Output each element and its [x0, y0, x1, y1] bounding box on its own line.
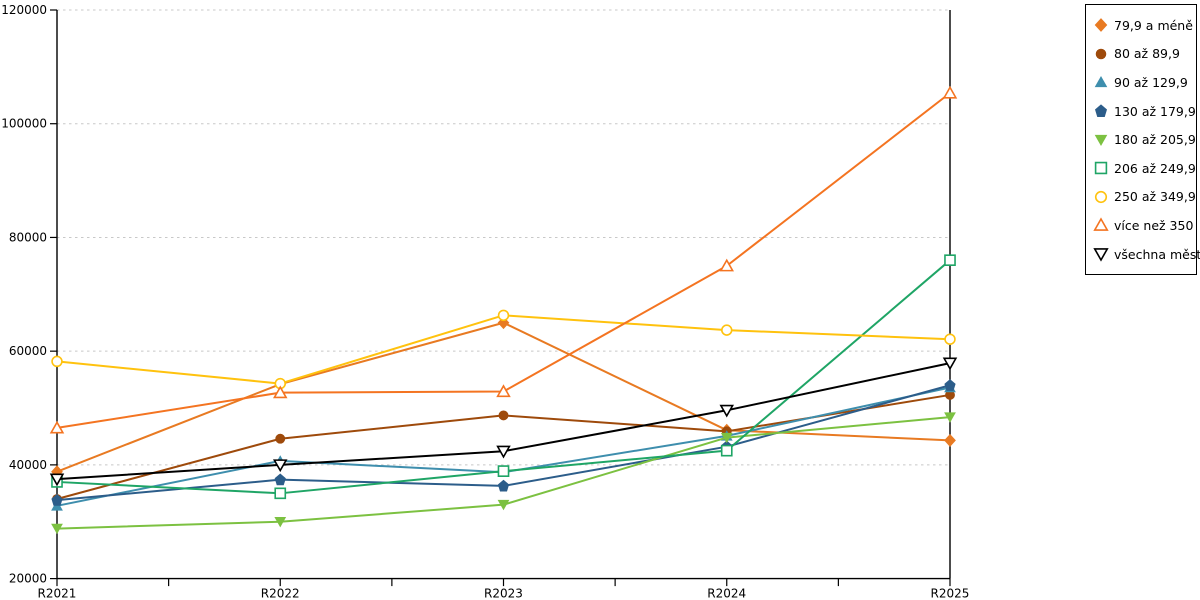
data-point [945, 390, 955, 400]
legend-label: 130 až 179,9 [1114, 103, 1196, 119]
legend-marker-triangle-down-hollow-icon [1093, 248, 1109, 262]
legend-item-3[interactable]: 130 až 179,9 [1093, 97, 1196, 126]
legend-item-1[interactable]: 80 až 89,9 [1093, 40, 1196, 69]
legend-item-5[interactable]: 206 až 249,9 [1093, 154, 1196, 183]
legend-marker-triangle-down-icon [1094, 134, 1108, 146]
data-point [497, 479, 510, 492]
data-point [49, 420, 65, 434]
data-point [274, 473, 286, 486]
legend-label: všechna města [1114, 246, 1200, 262]
x-axis-label: R2021 [38, 587, 77, 600]
data-point [274, 487, 287, 500]
data-point [51, 355, 63, 368]
legend-marker-pentagon-icon [1095, 104, 1107, 118]
data-point [497, 309, 510, 322]
series-line-7 [56, 92, 951, 429]
legend: 79,9 a méně 80 až 89,9 90 až 129,9 130 až 1… [1085, 4, 1200, 276]
legend-item-7[interactable]: více než 350 [1093, 211, 1196, 240]
data-point [51, 493, 63, 506]
legend-label: 79,9 a méně [1114, 17, 1193, 33]
data-point [719, 404, 735, 418]
data-point [274, 516, 287, 528]
y-axis-label: 60000 [9, 344, 47, 358]
data-point [720, 432, 733, 444]
legend-item-4[interactable]: 180 až 205,9 [1093, 125, 1196, 154]
x-axis-label: R2025 [931, 587, 970, 600]
legend-label: 90 až 129,9 [1114, 74, 1188, 90]
legend-item-6[interactable]: 250 až 349,9 [1093, 183, 1196, 212]
data-point [944, 412, 956, 423]
legend-marker-triangle-up-icon [1094, 76, 1108, 88]
data-point [272, 459, 288, 473]
data-point [497, 499, 510, 511]
data-point [51, 523, 63, 535]
y-axis-label: 20000 [9, 572, 47, 586]
x-axis-label: R2022 [261, 587, 300, 600]
y-axis-label: 100000 [1, 117, 47, 131]
data-point [942, 85, 958, 99]
x-axis-label: R2023 [484, 587, 523, 600]
data-point [497, 465, 510, 477]
legend-label: 206 až 249,9 [1114, 160, 1196, 176]
y-axis-label: 120000 [1, 3, 47, 17]
data-point [944, 433, 956, 447]
y-axis-label: 40000 [9, 458, 47, 472]
legend-marker-square-hollow-icon [1094, 162, 1108, 175]
data-point [944, 333, 956, 345]
data-point [275, 433, 286, 444]
legend-item-0[interactable]: 79,9 a méně [1093, 11, 1196, 40]
legend-label: 80 až 89,9 [1114, 46, 1180, 62]
data-point [719, 258, 735, 272]
data-point [721, 324, 733, 336]
data-point [51, 465, 63, 479]
data-point [944, 254, 956, 267]
legend-item-8[interactable]: všechna města [1093, 240, 1200, 269]
data-point [49, 473, 65, 487]
data-point [496, 384, 511, 398]
data-point [720, 444, 733, 457]
legend-label: 250 až 349,9 [1114, 189, 1196, 205]
data-point [496, 445, 511, 459]
y-axis-label: 80000 [9, 230, 47, 244]
legend-marker-diamond-icon [1094, 18, 1108, 33]
legend-marker-circle-hollow-icon [1094, 190, 1108, 203]
legend-label: více než 350 [1114, 217, 1194, 233]
data-point [942, 357, 958, 371]
data-point [498, 410, 509, 421]
legend-marker-circle-icon [1095, 48, 1107, 60]
data-point [272, 385, 288, 399]
legend-label: 180 až 205,9 [1114, 132, 1196, 148]
data-point [944, 379, 956, 391]
legend-marker-triangle-up-hollow-icon [1093, 217, 1109, 232]
legend-item-2[interactable]: 90 až 129,9 [1093, 68, 1196, 97]
x-axis-label: R2024 [707, 587, 746, 600]
